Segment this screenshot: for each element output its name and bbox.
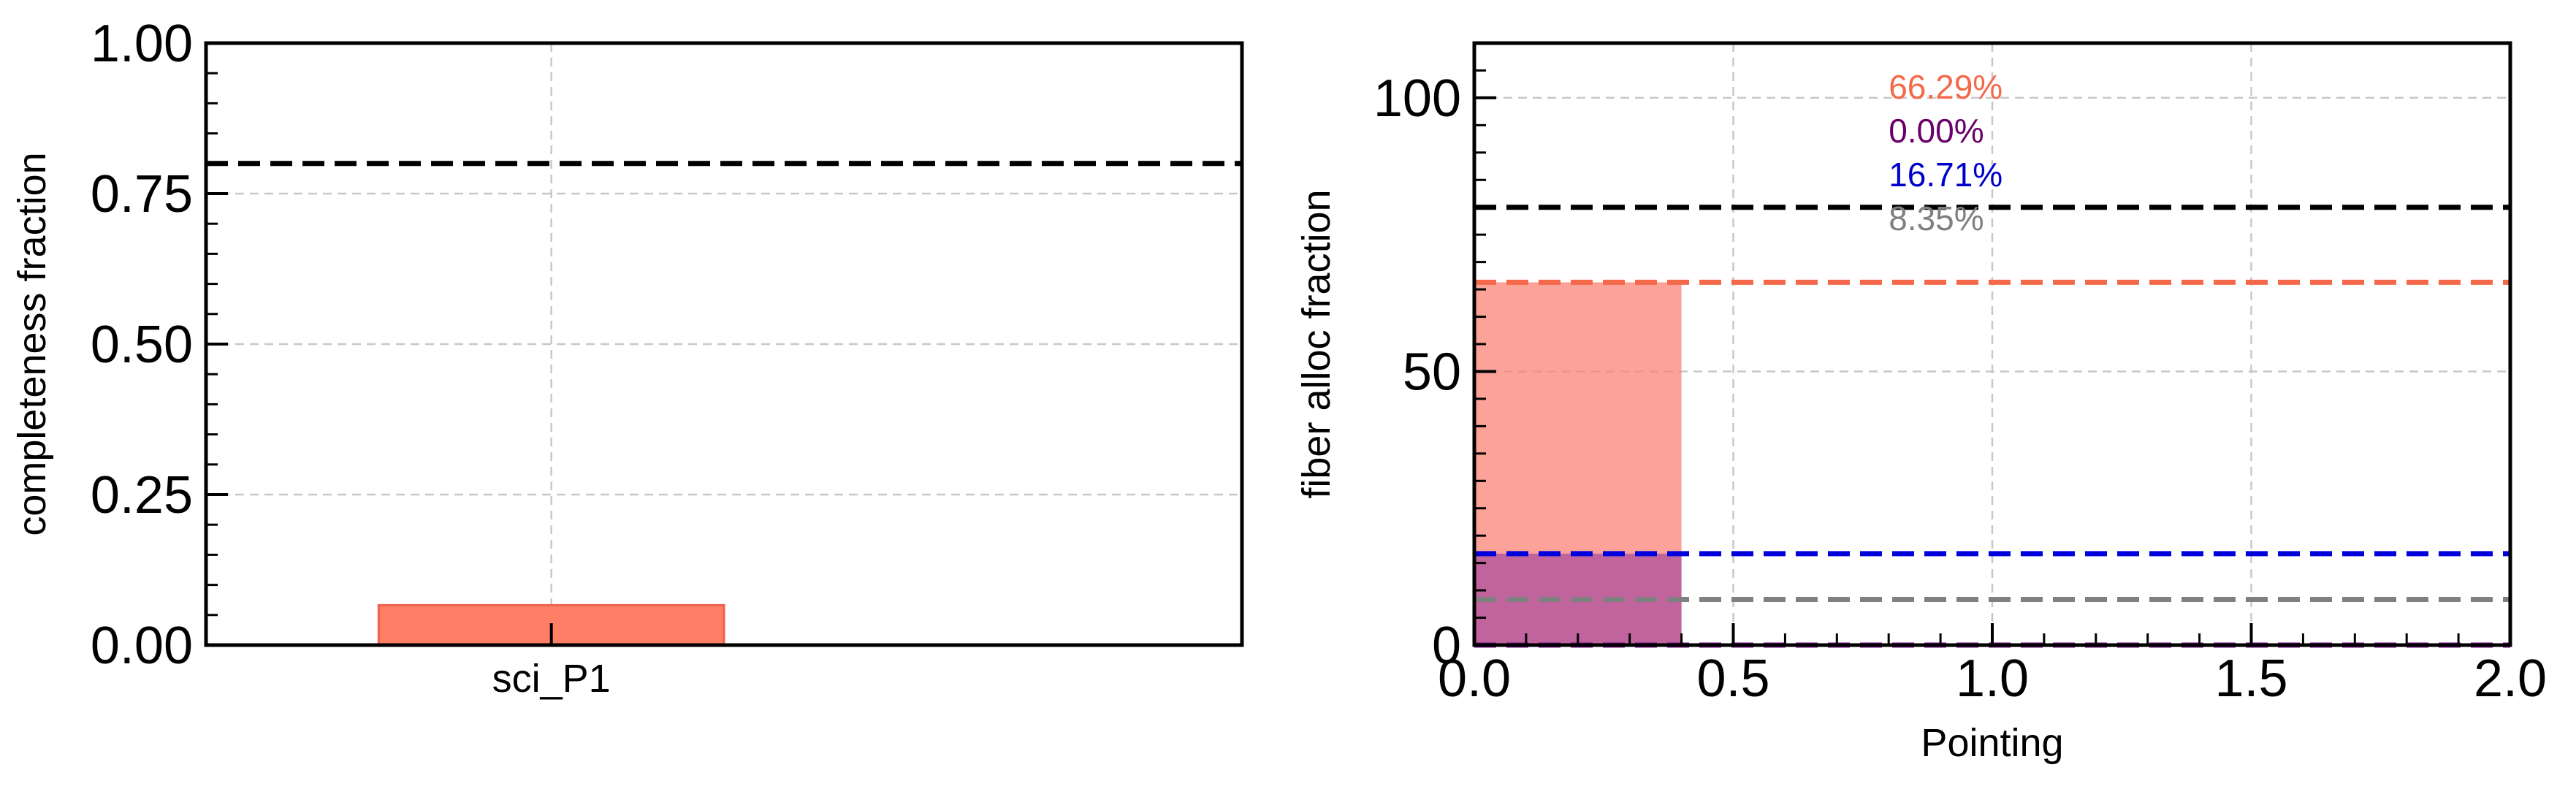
percentage-annotation: 8.35% [1889, 199, 1984, 237]
y-tick-label: 0.25 [91, 466, 193, 525]
percentage-annotation: 0.00% [1889, 112, 1984, 150]
completeness-grid [206, 42, 1242, 647]
fiber-alloc-tick-labels: 0 50 100 0.0 0.5 1.0 1.5 2.0 [1373, 69, 2547, 708]
x-tick-label: 2.0 [2474, 649, 2547, 708]
x-tick-label: 0.5 [1696, 649, 1769, 708]
x-tick-label: 1.0 [1956, 649, 2029, 708]
y-tick-label: 1.00 [91, 15, 193, 73]
fiber-alloc-chart: 0 50 100 0.0 0.5 1.0 1.5 2.0 66.29% 0.00% 16.71% 8… [1295, 41, 2547, 765]
x-tick-label: 1.5 [2214, 649, 2287, 708]
percentage-annotation: 66.29% [1889, 68, 2003, 106]
y-tick-label: 100 [1373, 69, 1461, 128]
y-tick-label: 0.00 [91, 617, 193, 675]
category-label: sci_P1 [492, 657, 611, 701]
fiber-alloc-annotations: 66.29% 0.00% 16.71% 8.35% [1889, 68, 2003, 237]
fiber-alloc-bars [1474, 282, 1682, 645]
y-tick-label: 50 [1403, 343, 1461, 401]
completeness-plot-frame [204, 41, 1244, 647]
completeness-chart: 0.00 0.25 0.50 0.75 1.00 sci_P1 completeness … [10, 15, 1244, 701]
completeness-ticks [206, 42, 553, 647]
y-tick-label: 0 [1432, 617, 1461, 675]
fiber-alloc-y-axis-label: fiber alloc fraction [1295, 189, 1338, 498]
completeness-tick-labels: 0.00 0.25 0.50 0.75 1.00 sci_P1 [91, 15, 611, 701]
y-tick-label: 0.50 [91, 316, 193, 374]
fiber-alloc-plot-frame [1472, 41, 2512, 647]
fiber-alloc-x-axis-label: Pointing [1921, 721, 2063, 765]
percentage-annotation: 16.71% [1889, 156, 2003, 194]
x-tick-label: 0.0 [1438, 649, 1511, 708]
completeness-y-axis-label: completeness fraction [10, 152, 54, 535]
y-tick-label: 0.75 [91, 165, 193, 224]
